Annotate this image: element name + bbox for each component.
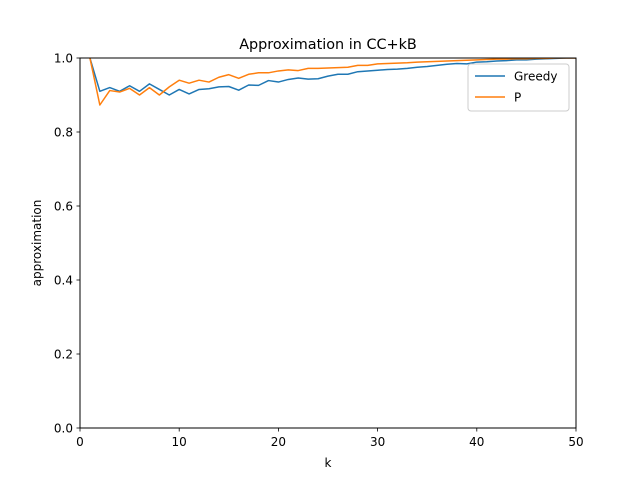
chart-title: Approximation in CC+kB: [239, 37, 417, 53]
x-tick-label: 0: [76, 435, 84, 449]
y-tick-label: 0.4: [54, 273, 73, 287]
series-line-greedy: [89, 58, 576, 96]
x-axis-ticks: 0 10 20 30 40 50: [76, 428, 584, 449]
plot-lines: [89, 58, 576, 106]
x-tick-label: 40: [469, 435, 484, 449]
y-tick-label: 0.2: [54, 347, 73, 361]
y-axis-label: approximation: [30, 200, 44, 287]
y-tick-label: 0.8: [54, 125, 73, 139]
x-axis-label: k: [325, 456, 332, 470]
x-tick-label: 50: [568, 435, 583, 449]
legend-label-p: P: [514, 91, 521, 105]
legend-label-greedy: Greedy: [514, 70, 557, 84]
y-axis-ticks: 0.0 0.2 0.4 0.6 0.8 1.0: [54, 51, 80, 435]
y-tick-label: 1.0: [54, 51, 73, 65]
x-tick-label: 30: [370, 435, 385, 449]
legend: Greedy P: [467, 63, 570, 112]
series-line-p: [89, 58, 576, 106]
x-tick-label: 10: [172, 435, 187, 449]
axes-frame: [79, 57, 577, 429]
y-tick-label: 0.6: [54, 199, 73, 213]
x-tick-label: 20: [271, 435, 286, 449]
y-tick-label: 0.0: [54, 421, 73, 435]
